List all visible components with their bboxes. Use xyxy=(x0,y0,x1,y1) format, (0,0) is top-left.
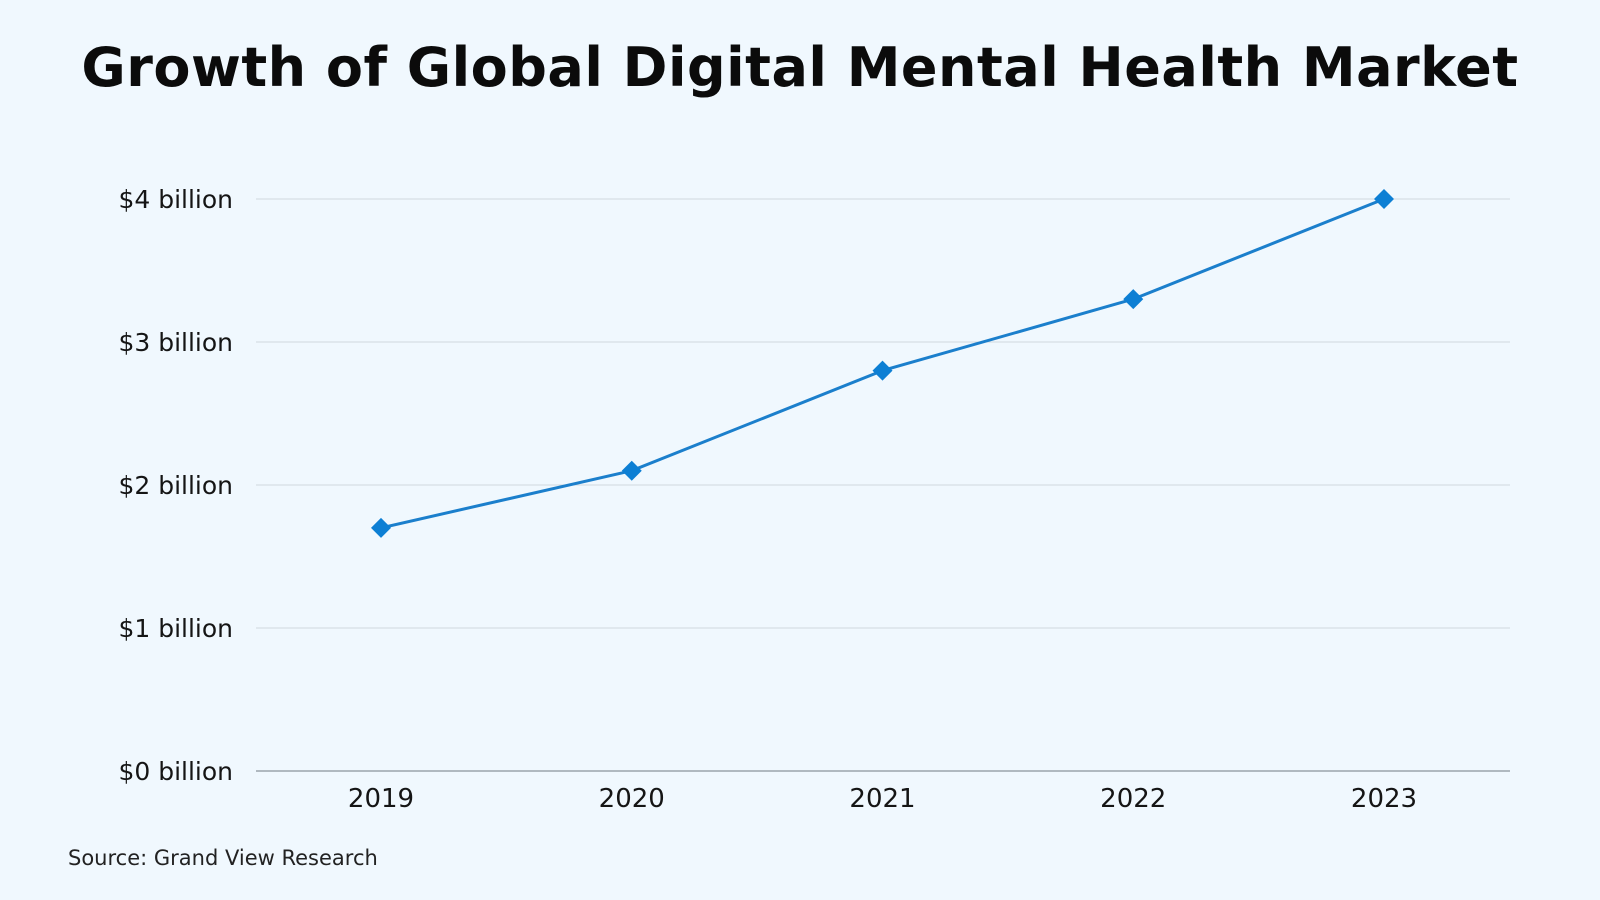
data-point-marker xyxy=(872,360,893,381)
y-tick-label: $4 billion xyxy=(118,185,233,214)
y-tick-label: $1 billion xyxy=(118,614,233,643)
x-tick-label: 2021 xyxy=(849,784,915,814)
data-point-marker xyxy=(1374,189,1394,209)
x-tick-label: 2022 xyxy=(1100,784,1166,814)
x-tick-label: 2019 xyxy=(348,784,414,814)
y-tick-label: $0 billion xyxy=(118,757,233,786)
y-axis-tick-labels: $0 billion $1 billion $2 billion $3 billion… xyxy=(118,185,233,786)
x-tick-label: 2020 xyxy=(599,784,665,814)
chart-title: Growth of Global Digital Mental Health M… xyxy=(81,36,1519,99)
data-markers xyxy=(371,189,1394,538)
data-point-marker xyxy=(1123,289,1144,310)
data-point-marker xyxy=(621,460,642,481)
x-axis-tick-labels: 2019 2020 2021 2022 2023 xyxy=(348,784,1417,814)
y-tick-label: $2 billion xyxy=(118,471,233,500)
source-note: Source: Grand View Research xyxy=(68,846,378,870)
y-tick-label: $3 billion xyxy=(118,328,233,357)
data-point-marker xyxy=(371,517,391,538)
gridlines xyxy=(256,198,1510,772)
x-tick-label: 2023 xyxy=(1351,784,1417,814)
